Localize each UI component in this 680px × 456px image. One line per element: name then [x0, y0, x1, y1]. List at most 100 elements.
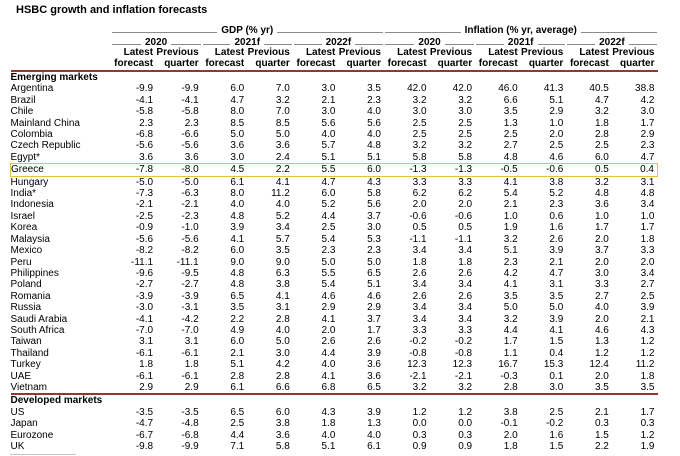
value-cell: 2.6 [458, 290, 473, 302]
table-row: Poland -2.7 -2.7 4.8 3.8 5.4 5.1 3.4 3.4 4.1 3.1 3.… [11, 279, 658, 290]
year-header: 2022f [566, 36, 657, 48]
section-label: Developed markets [10, 393, 658, 407]
value-cell: 2.8 [594, 129, 609, 141]
value-cell: -11.1 [131, 256, 154, 268]
value-cell: 3.1 [139, 336, 154, 348]
value-cell: 1.8 [640, 370, 655, 382]
value-cell: 3.1 [184, 336, 199, 348]
value-cell: 7.1 [230, 441, 245, 452]
latest-forecast-header: Latest forecast [110, 47, 157, 72]
value-cell: 3.3 [412, 324, 427, 336]
value-cell: -4.1 [135, 94, 154, 106]
value-cell: 3.8 [503, 406, 518, 418]
value-cell: 6.0 [338, 163, 384, 177]
value-cell: 3.0 [594, 267, 609, 279]
value-cell: 4.7 [321, 176, 336, 188]
value-cell: -1.1 [454, 233, 473, 245]
value-cell: 6.3 [275, 267, 290, 279]
value-cell: -0.5 [475, 163, 521, 177]
value-cell: 3.0 [230, 151, 245, 163]
year-header-label-rule: 2022f [566, 37, 657, 48]
value-cell: -1.3 [429, 163, 476, 177]
value-cell: 2.6 [412, 290, 427, 302]
value-cell: 2.8 [503, 381, 518, 393]
value-cell: 4.7 [549, 267, 564, 279]
country-cell: Japan [10, 418, 38, 430]
value-cell: 5.2 [549, 188, 564, 200]
country-cell: Malaysia [10, 233, 50, 245]
country-cell: Colombia [10, 129, 53, 141]
value-cell: 2.0 [594, 256, 609, 268]
value-cell: -6.6 [181, 129, 199, 141]
value-cell: -5.6 [135, 140, 154, 152]
value-cell: 6.8 [321, 381, 336, 393]
section-header-row: Emerging markets [11, 71, 658, 83]
value-cell: 3.6 [275, 140, 290, 152]
value-cell: 3.4 [640, 199, 655, 211]
year-header-row: 2020 2021f 2022f 2020 2021f 2022f [11, 36, 658, 48]
value-cell: 3.6 [139, 151, 154, 163]
value-cell: 2.9 [640, 129, 655, 141]
value-cell: 1.1 [503, 347, 518, 359]
sub-header-line: quarter [346, 57, 381, 69]
table-row: Chile -5.8 -5.8 8.0 7.0 3.0 4.0 3.0 3.0 3.5 2.9 3.2… [11, 106, 658, 117]
value-cell: -2.7 [135, 279, 154, 291]
value-cell: 5.0 [549, 302, 564, 314]
value-cell: 6.2 [458, 188, 473, 200]
sub-header-line: forecast [205, 57, 245, 69]
value-cell: 2.7 [594, 290, 609, 302]
value-cell: 1.2 [640, 429, 655, 441]
value-cell: 5.0 [275, 129, 290, 141]
value-cell: 8.5 [230, 117, 245, 129]
country-cell: Russia [10, 302, 42, 314]
country-cell: Eurozone [10, 429, 54, 441]
value-cell: 3.5 [275, 245, 290, 257]
value-cell: 3.2 [594, 106, 609, 118]
value-cell: 3.0 [321, 83, 336, 95]
value-cell: 0.0 [412, 418, 427, 430]
value-cell: 2.5 [412, 117, 427, 129]
value-cell: -5.8 [181, 106, 199, 118]
value-cell: 3.6 [230, 140, 245, 152]
previous-quarter-header: Previous quarter [247, 47, 293, 72]
country-cell: Brazil [10, 94, 36, 106]
value-cell: 4.3 [321, 406, 336, 418]
value-cell: -4.7 [135, 418, 154, 430]
value-cell: 5.6 [367, 199, 381, 211]
country-cell: Turkey [10, 359, 41, 371]
value-cell: 2.9 [184, 381, 199, 393]
value-cell: 2.9 [367, 302, 381, 314]
value-cell: -8.2 [181, 245, 199, 257]
value-cell: 2.3 [184, 117, 199, 129]
value-cell: 2.3 [367, 94, 381, 106]
value-cell: 3.8 [275, 279, 290, 291]
sub-header-line: forecast [114, 57, 154, 69]
value-cell: 4.6 [321, 290, 336, 302]
value-cell: 2.6 [367, 336, 381, 348]
value-cell: 2.2 [247, 163, 293, 177]
value-cell: 2.8 [230, 370, 245, 382]
value-cell: 2.5 [321, 222, 336, 234]
country-cell: US [10, 406, 25, 418]
sub-header-line: forecast [387, 57, 427, 69]
value-cell: 3.5 [230, 302, 245, 314]
sub-header-line: Previous [247, 47, 290, 58]
value-cell: 4.8 [230, 267, 245, 279]
value-cell: -0.2 [454, 336, 473, 348]
country-cell: Hungary [10, 176, 49, 188]
value-cell: 5.5 [292, 163, 339, 177]
value-cell: 5.4 [503, 188, 518, 200]
value-cell: 6.1 [230, 176, 245, 188]
value-cell: 1.8 [184, 359, 199, 371]
value-cell: 0.3 [594, 418, 609, 430]
value-cell: 4.8 [230, 279, 245, 291]
value-cell: 6.5 [230, 406, 245, 418]
value-cell: 4.1 [503, 279, 518, 291]
value-cell: -4.2 [181, 313, 199, 325]
value-cell: -4.1 [135, 313, 154, 325]
table-row: Brazil -4.1 -4.1 4.7 3.2 2.1 2.3 3.2 3.2 6.6 5.1 4.… [11, 95, 658, 106]
value-cell: 0.9 [412, 441, 427, 452]
value-cell: 1.0 [549, 117, 564, 129]
sub-header-line: Previous [521, 47, 564, 58]
group-header: GDP (% yr) [111, 23, 384, 36]
